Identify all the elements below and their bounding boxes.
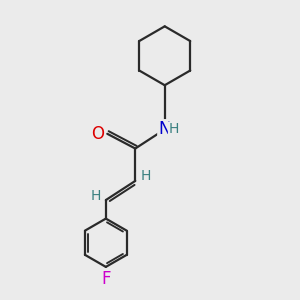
Text: N: N: [158, 120, 171, 138]
Text: O: O: [92, 125, 104, 143]
Text: H: H: [90, 189, 101, 202]
Text: H: H: [140, 169, 151, 184]
Text: F: F: [101, 270, 111, 288]
Text: H: H: [169, 122, 179, 136]
